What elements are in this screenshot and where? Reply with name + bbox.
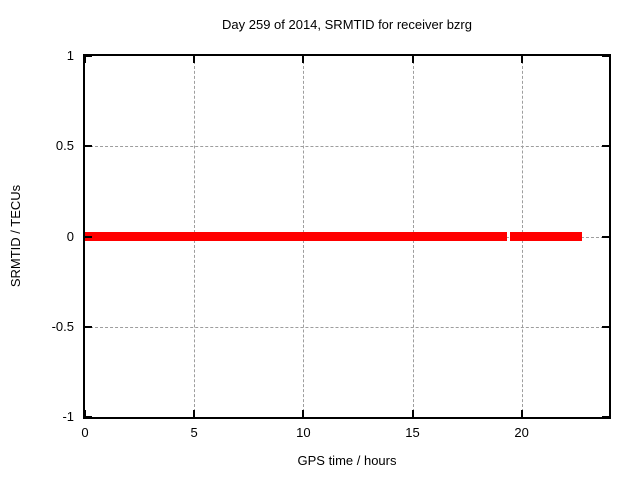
y-tick-label: -0.5 [51,318,74,334]
gridline-horizontal [85,146,609,148]
y-tick-label: 0 [66,228,74,244]
x-tick-label: 5 [190,425,198,440]
x-tick-mark-top [302,56,305,63]
y-tick-mark-left [85,235,92,238]
y-tick-mark-left [85,55,92,57]
x-tick-mark-top [411,56,414,63]
x-tick-label: 15 [405,425,420,440]
y-tick-mark-left [85,416,92,418]
gridline-horizontal [85,326,609,328]
y-tick-mark-left [85,325,92,328]
x-tick-label: 10 [296,425,311,440]
y-tick-mark-right [602,145,609,148]
x-tick-mark-bottom [302,410,305,417]
series-line-segment [509,232,582,241]
plot-area [83,54,611,419]
y-tick-mark-right [602,416,609,418]
x-tick-mark-top [84,56,86,63]
x-axis-label: GPS time / hours [297,453,397,468]
series-line-segment [85,232,507,241]
x-tick-label: 0 [81,425,89,440]
x-tick-mark-top [520,56,523,63]
x-tick-mark-top [193,56,196,63]
x-tick-mark-bottom [193,410,196,417]
x-tick-mark-bottom [520,410,523,417]
x-tick-mark-bottom [84,410,86,417]
y-tick-mark-right [602,325,609,328]
y-tick-label: -1 [62,409,74,424]
chart-title: Day 259 of 2014, SRMTID for receiver bzr… [222,17,472,32]
y-tick-mark-right [602,55,609,57]
x-tick-mark-bottom [411,410,414,417]
x-tick-label: 20 [514,425,529,440]
y-tick-mark-left [85,145,92,148]
y-tick-label: 0.5 [55,138,74,154]
y-tick-label: 1 [66,48,74,63]
y-tick-mark-right [602,235,609,238]
